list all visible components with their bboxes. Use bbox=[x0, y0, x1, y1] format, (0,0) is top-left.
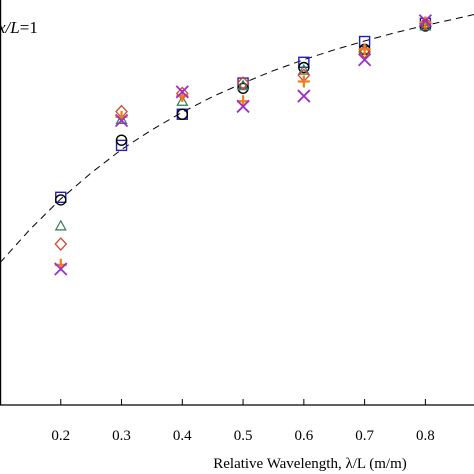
x-tick-label: 0.2 bbox=[51, 428, 70, 444]
square-point bbox=[115, 139, 128, 152]
annotation: x/L=1 bbox=[0, 18, 38, 37]
x-tick-label: 0.7 bbox=[355, 428, 374, 444]
cross-point bbox=[175, 85, 189, 99]
x-tick-label: 0.6 bbox=[294, 428, 313, 444]
cross-point bbox=[297, 89, 311, 103]
circle-point bbox=[115, 134, 128, 146]
x-tick-label: 0.5 bbox=[234, 428, 253, 444]
triangle-point bbox=[54, 219, 67, 231]
x-axis-title: Relative Wavelength, λ/L (m/m) bbox=[213, 456, 407, 472]
plus-point bbox=[358, 43, 371, 56]
cross-point bbox=[54, 262, 68, 276]
fit-curve-line bbox=[0, 14, 474, 264]
square-point bbox=[298, 56, 310, 69]
diamond-point bbox=[54, 237, 68, 252]
cross-point bbox=[418, 14, 433, 28]
circle-point bbox=[237, 82, 249, 94]
x-tick-label: 0.3 bbox=[112, 428, 131, 444]
x-tick-label: 0.8 bbox=[416, 428, 435, 444]
circle-point bbox=[298, 61, 310, 74]
x-tick-label: 0.4 bbox=[173, 428, 192, 444]
triangle-point bbox=[297, 63, 310, 75]
plus-point bbox=[297, 75, 310, 88]
diamond-point bbox=[236, 76, 250, 91]
cross-point bbox=[114, 113, 129, 128]
triangle-point bbox=[176, 95, 189, 106]
cross-point bbox=[236, 99, 250, 114]
plus-point bbox=[419, 16, 432, 29]
plot-area: 0.2 0.3 0.4 0.5 0.6 0.7 0.8 bbox=[0, 0, 474, 444]
cross-point bbox=[357, 53, 372, 67]
circle-point bbox=[176, 108, 189, 120]
circle-point bbox=[55, 194, 67, 206]
annotation-var: x/L bbox=[0, 18, 20, 37]
annotation-eq: =1 bbox=[20, 18, 38, 37]
